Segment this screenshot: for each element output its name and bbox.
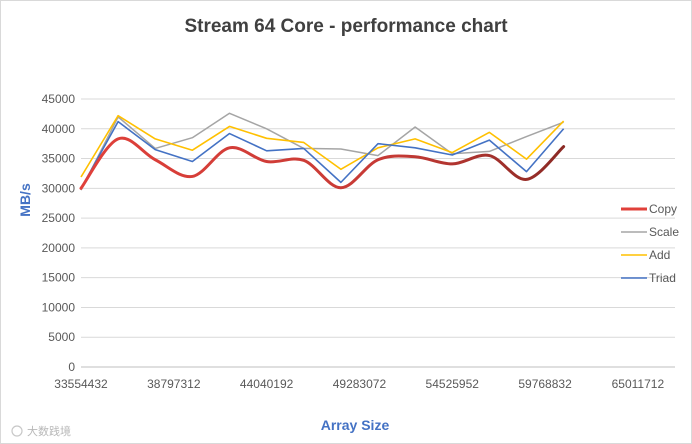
x-axis-title: Array Size (321, 417, 390, 433)
x-tick-label: 38797312 (147, 377, 201, 391)
y-tick-label: 15000 (42, 271, 76, 285)
y-tick-label: 30000 (42, 181, 76, 195)
y-axis-title: MB/s (17, 183, 33, 217)
watermark-logo-icon (11, 425, 23, 437)
watermark: 大数践境 (11, 424, 71, 438)
legend-label-scale: Scale (649, 225, 679, 239)
x-tick-label: 54525952 (426, 377, 480, 391)
y-tick-label: 35000 (42, 152, 76, 166)
x-axis-ticks: 33554432 38797312 44040192 49283072 54525952… (54, 377, 664, 391)
y-tick-label: 10000 (42, 300, 76, 314)
y-tick-label: 5000 (48, 330, 75, 344)
legend-label-copy: Copy (649, 202, 677, 216)
legend-label-triad: Triad (649, 271, 676, 285)
series-copy-line (79, 136, 566, 190)
chart-title: Stream 64 Core - performance chart (184, 16, 508, 37)
legend: Copy Scale Add Triad (621, 202, 679, 285)
series-add-line (80, 114, 565, 178)
x-tick-label: 65011712 (612, 377, 665, 391)
x-tick-label: 49283072 (333, 377, 387, 391)
y-tick-label: 40000 (42, 122, 76, 136)
y-tick-label: 45000 (42, 92, 76, 106)
y-tick-label: 20000 (42, 241, 76, 255)
series-lines (79, 112, 566, 191)
legend-label-add: Add (649, 248, 670, 262)
y-tick-label: 25000 (42, 211, 76, 225)
watermark-text: 大数践境 (27, 424, 71, 438)
y-tick-label: 0 (68, 360, 75, 374)
series-triad-line (80, 120, 565, 189)
y-axis-ticks: 0 5000 10000 15000 20000 25000 30000 35000 40000… (42, 92, 76, 374)
x-tick-label: 33554432 (54, 377, 108, 391)
gridlines (81, 98, 675, 368)
x-tick-label: 44040192 (240, 377, 294, 391)
x-tick-label: 59768832 (518, 377, 572, 391)
series-scale-line (80, 112, 564, 191)
